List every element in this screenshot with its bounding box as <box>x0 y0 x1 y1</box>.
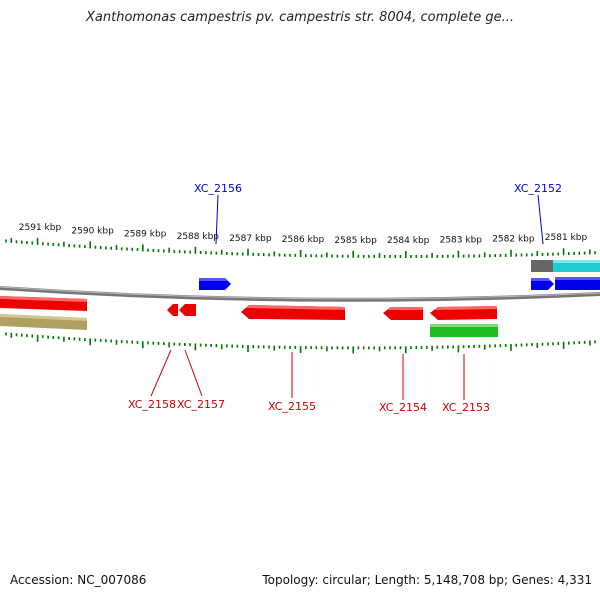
gene-xc-2157[interactable] <box>179 304 196 316</box>
gene-xc-2158[interactable] <box>167 304 178 316</box>
gene-label-xc-2155[interactable]: XC_2155 <box>268 400 316 413</box>
gene-xc-2156[interactable] <box>199 278 231 290</box>
genome-summary-text: Topology: circular; Length: 5,148,708 bp… <box>262 573 592 587</box>
gene-xc-2155[interactable] <box>241 305 345 320</box>
ruler-tick-label: 2585 kbp <box>334 236 377 246</box>
gene-minus-left-edge[interactable] <box>0 296 87 311</box>
upper-tick-track <box>5 237 596 258</box>
accession-text: Accession: NC_007086 <box>10 573 147 587</box>
genome-backbone-highlight <box>0 286 600 300</box>
gene-label-xc-2152[interactable]: XC_2152 <box>514 182 562 195</box>
rna-feature-green <box>430 324 498 337</box>
ruler-tick-label: 2584 kbp <box>387 236 430 246</box>
feature-cyan-highlight <box>553 260 600 263</box>
gene-xc-2154[interactable] <box>383 307 423 320</box>
map-title: Xanthomonas campestris pv. campestris st… <box>86 10 514 25</box>
gene-label-xc-2157[interactable]: XC_2157 <box>177 398 225 411</box>
ruler-tick-label: 2591 kbp <box>19 223 62 233</box>
feature-olive-segment <box>0 314 87 330</box>
gene-xc-2153[interactable] <box>430 306 497 320</box>
gene-label-xc-2158[interactable]: XC_2158 <box>128 398 176 411</box>
gene-label-xc-2153[interactable]: XC_2153 <box>442 401 490 414</box>
ruler-tick-label: 2590 kbp <box>71 227 114 237</box>
callout-line-xc-2152 <box>537 194 544 245</box>
callout-line-xc-2158 <box>150 349 172 397</box>
ruler-tick-label: 2586 kbp <box>282 235 325 245</box>
ruler-tick-label: 2588 kbp <box>177 232 220 242</box>
gene-plus-right-edge[interactable] <box>555 277 600 290</box>
gene-label-xc-2154[interactable]: XC_2154 <box>379 401 427 414</box>
callout-line-xc-2157 <box>184 349 203 397</box>
ruler-tick-label: 2583 kbp <box>440 236 483 246</box>
feature-gray-segment <box>531 260 553 272</box>
genome-backbone <box>0 286 600 302</box>
gene-xc-2152[interactable] <box>531 278 554 290</box>
ruler-labels: 2591 kbp 2590 kbp 2589 kbp 2588 kbp 2587 kbp… <box>19 223 588 246</box>
ruler-tick-label: 2582 kbp <box>492 235 535 245</box>
callout-line-xc-2156 <box>215 194 219 245</box>
ruler-tick-label: 2587 kbp <box>229 234 272 244</box>
ruler-tick-label: 2581 kbp <box>545 233 588 243</box>
ruler-tick-label: 2589 kbp <box>124 230 167 240</box>
gene-label-xc-2156[interactable]: XC_2156 <box>194 182 242 195</box>
lower-tick-track <box>5 332 596 354</box>
